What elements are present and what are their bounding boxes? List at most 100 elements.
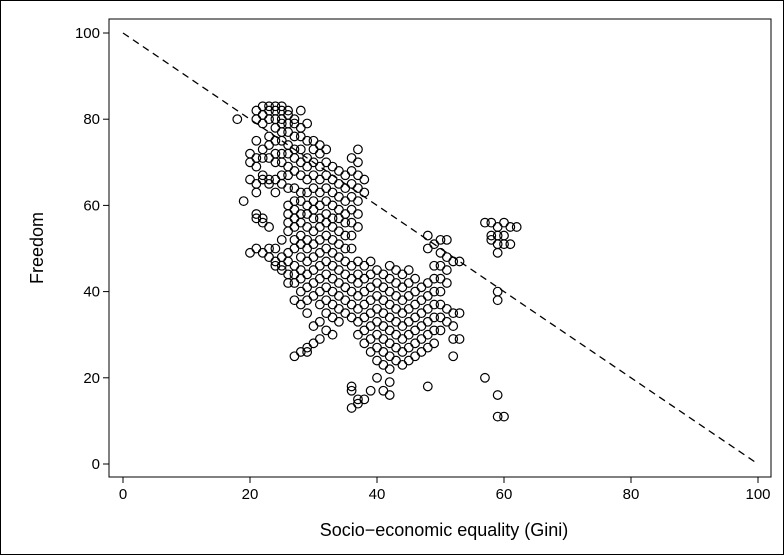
data-point xyxy=(289,213,300,224)
data-point xyxy=(327,312,338,323)
data-point xyxy=(365,308,376,319)
data-point xyxy=(416,308,427,319)
y-tick-label: 40 xyxy=(83,284,100,301)
data-point xyxy=(378,347,389,357)
data-point xyxy=(308,239,319,250)
data-point xyxy=(295,105,306,116)
data-point xyxy=(410,351,421,362)
data-point xyxy=(397,334,408,344)
data-point xyxy=(353,303,363,314)
data-point xyxy=(384,377,395,388)
data-point xyxy=(441,252,452,263)
data-point xyxy=(346,403,357,413)
data-point xyxy=(251,105,262,116)
data-point xyxy=(283,278,294,288)
data-point xyxy=(251,243,262,254)
data-point xyxy=(302,174,313,185)
data-point xyxy=(505,239,516,250)
data-point xyxy=(321,243,332,254)
data-point xyxy=(276,234,287,245)
data-point xyxy=(327,273,338,284)
data-point xyxy=(314,273,325,284)
data-point xyxy=(365,269,376,280)
data-point xyxy=(359,338,370,349)
data-point xyxy=(353,157,363,168)
data-point xyxy=(435,247,446,258)
data-point xyxy=(308,204,319,215)
data-point xyxy=(505,222,516,232)
data-point xyxy=(321,325,332,336)
data-point xyxy=(327,247,338,258)
data-point xyxy=(422,342,433,353)
data-point xyxy=(416,334,427,344)
data-point xyxy=(295,252,306,263)
y-tick-label: 60 xyxy=(83,197,100,214)
data-point xyxy=(346,260,357,271)
data-point xyxy=(283,127,294,138)
data-point xyxy=(245,148,255,159)
data-point xyxy=(397,269,408,280)
data-point xyxy=(492,295,503,306)
data-point xyxy=(334,239,344,250)
data-point xyxy=(346,385,357,396)
data-point xyxy=(384,390,395,400)
data-point xyxy=(295,299,306,310)
data-point xyxy=(359,394,370,405)
data-point xyxy=(353,222,363,232)
data-point xyxy=(372,372,382,383)
data-point xyxy=(441,234,452,245)
data-point xyxy=(340,230,351,241)
data-point xyxy=(295,239,306,250)
data-point xyxy=(327,161,338,172)
x-axis-title: Socio−economic equality (Gini) xyxy=(320,520,569,540)
data-point xyxy=(289,234,300,245)
data-point xyxy=(308,278,319,288)
data-point xyxy=(340,256,351,267)
data-point xyxy=(289,269,300,280)
data-point xyxy=(378,359,389,370)
data-point xyxy=(391,278,401,288)
data-point xyxy=(314,299,325,310)
data-point xyxy=(365,321,376,331)
data-point xyxy=(435,273,446,284)
data-point xyxy=(359,286,370,297)
x-tick-label: 20 xyxy=(242,486,259,503)
data-point xyxy=(264,222,274,232)
y-tick-label: 0 xyxy=(92,456,100,473)
data-point xyxy=(397,347,408,357)
data-point xyxy=(334,316,344,327)
data-point xyxy=(327,299,338,310)
data-point xyxy=(264,140,274,150)
data-point xyxy=(308,338,319,349)
data-point xyxy=(454,334,465,344)
data-point xyxy=(334,265,344,275)
data-point xyxy=(359,174,370,185)
data-point xyxy=(372,303,382,314)
data-point xyxy=(270,122,281,133)
data-point xyxy=(308,291,319,301)
data-point xyxy=(264,131,274,142)
data-point xyxy=(359,260,370,271)
data-point xyxy=(302,135,313,146)
data-point xyxy=(334,303,344,314)
data-point xyxy=(308,183,319,194)
data-point xyxy=(391,265,401,275)
data-point xyxy=(422,230,433,241)
x-tick-label: 0 xyxy=(119,486,127,503)
data-point xyxy=(397,308,408,319)
data-point xyxy=(441,265,452,275)
data-point xyxy=(302,282,313,293)
data-point xyxy=(238,196,249,206)
data-point xyxy=(340,217,351,228)
data-point xyxy=(492,247,503,258)
data-point xyxy=(403,291,414,301)
y-tick-label: 80 xyxy=(83,111,100,128)
data-point xyxy=(365,295,376,306)
data-point xyxy=(384,364,395,375)
x-tick-label: 40 xyxy=(369,486,386,503)
data-point xyxy=(289,278,300,288)
data-point xyxy=(321,295,332,306)
data-point xyxy=(410,325,421,336)
